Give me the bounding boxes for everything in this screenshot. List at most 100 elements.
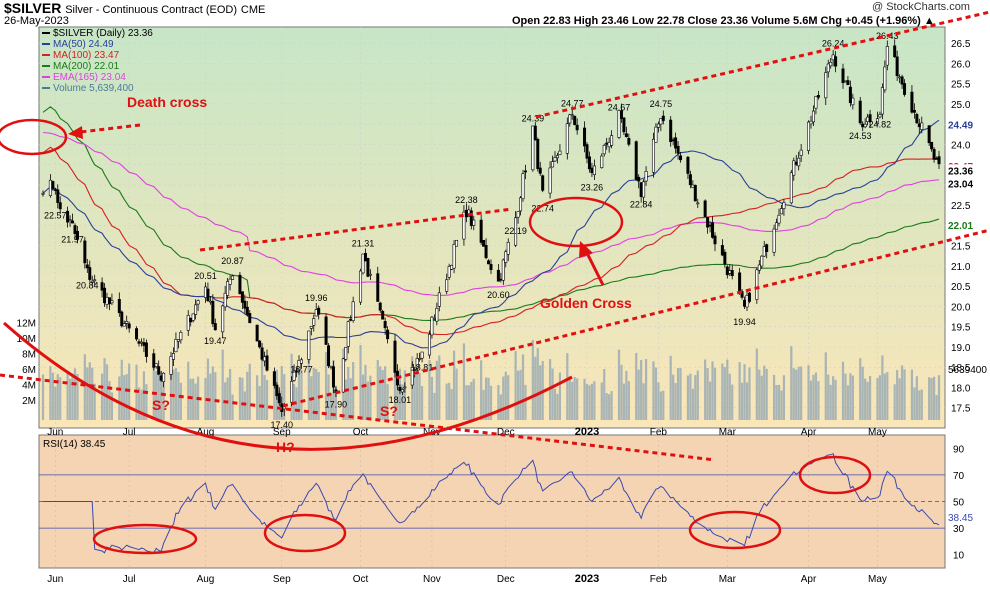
candle-body — [41, 192, 45, 195]
candle-body — [895, 56, 899, 77]
candle-body — [937, 156, 941, 165]
volume-bar — [366, 381, 370, 420]
price-label: 24.75 — [650, 99, 673, 109]
candle-body — [738, 272, 742, 292]
candle-body — [607, 142, 611, 148]
head-label: H? — [276, 439, 295, 455]
candle-body — [826, 63, 830, 73]
upper-channel-line — [535, 10, 990, 119]
candle-body — [231, 275, 235, 280]
price-tick-label: 25.0 — [951, 100, 971, 111]
candle-body — [610, 135, 614, 146]
volume-bar — [841, 361, 845, 420]
candle-body — [661, 115, 665, 121]
candle-body — [521, 173, 525, 200]
rsi-tick-label: 90 — [953, 444, 965, 455]
price-tick-label: 21.0 — [951, 262, 971, 273]
price-label: 22.84 — [630, 199, 653, 209]
volume-bar — [896, 370, 899, 420]
rsi-tick-label: 30 — [953, 524, 965, 535]
candle-body — [73, 225, 77, 235]
candle-body — [368, 273, 372, 276]
volume-bar — [576, 378, 579, 420]
price-label: 22.74 — [531, 204, 554, 214]
volume-bar — [659, 391, 662, 420]
legend-entry: $SILVER (Daily) 23.36 — [53, 28, 153, 39]
volume-bar — [910, 369, 914, 420]
volume-bar — [73, 368, 77, 420]
candle-body — [381, 311, 385, 320]
candle-body — [344, 347, 348, 360]
volume-bar — [900, 365, 904, 420]
candle-body — [51, 181, 55, 190]
volume-bar — [435, 360, 438, 420]
candle-body — [898, 76, 902, 79]
candle-body — [745, 295, 749, 308]
rsi-tick-label: 70 — [953, 471, 965, 482]
candle-body — [568, 114, 572, 124]
candle-body — [757, 264, 761, 271]
candle-body — [634, 141, 638, 180]
candle-body — [455, 239, 459, 247]
volume-bar — [745, 382, 749, 420]
volume-bar — [329, 395, 333, 420]
candle-body — [117, 298, 121, 313]
candle-body — [602, 144, 606, 155]
candle-body — [415, 358, 419, 369]
candle-body — [789, 172, 793, 204]
neckline — [0, 373, 716, 462]
candle-body — [152, 353, 156, 368]
volume-bar — [723, 367, 726, 420]
rsi-month-label: May — [868, 574, 887, 585]
volume-bar — [489, 385, 493, 420]
candle-body — [137, 341, 141, 344]
death-cross-arrowhead — [68, 126, 83, 139]
volume-bar — [369, 375, 372, 420]
volume-bars — [41, 340, 941, 420]
volume-bar — [521, 354, 525, 420]
candle-body — [624, 133, 628, 138]
right-label-ma200: 22.01 — [948, 221, 973, 232]
volume-bar — [480, 360, 483, 420]
candle-body — [558, 150, 562, 155]
candle-body — [541, 175, 545, 191]
volume-bar — [662, 390, 665, 420]
volume-bar — [568, 376, 571, 420]
volume-bar — [470, 381, 473, 420]
volume-bar — [68, 378, 72, 420]
volume-bar — [211, 366, 214, 420]
price-label: 24.39 — [522, 114, 545, 124]
candle-body — [703, 200, 707, 217]
volume-bar — [137, 387, 141, 420]
candle-body — [211, 301, 215, 325]
candle-body — [447, 266, 451, 278]
candle-body — [728, 270, 732, 274]
candle-body — [314, 309, 318, 317]
candle-body — [410, 367, 414, 386]
volume-bar — [765, 368, 768, 420]
volume-bar — [241, 377, 244, 420]
candle-body — [935, 157, 939, 160]
volume-bar — [462, 343, 466, 420]
candle-body — [846, 80, 850, 86]
volume-bar — [125, 374, 128, 420]
candle-body — [644, 170, 648, 182]
volume-bar — [263, 375, 266, 420]
candle-body — [779, 208, 783, 215]
candle-body — [533, 125, 537, 141]
month-label: Jul — [123, 427, 136, 438]
volume-tick-label: 10M — [17, 334, 36, 345]
candle-body — [349, 319, 353, 321]
candle-body — [317, 307, 321, 315]
death-cross-arrow — [71, 123, 141, 135]
candle-body — [555, 155, 559, 159]
volume-bar — [704, 359, 707, 420]
month-label: Sep — [273, 427, 291, 438]
volume-bar — [86, 367, 89, 420]
rsi-legend: RSI(14) 38.45 — [43, 439, 106, 450]
right-label-box-ma200 — [946, 219, 979, 232]
volume-bar — [51, 372, 54, 420]
volume-bar — [71, 373, 74, 420]
